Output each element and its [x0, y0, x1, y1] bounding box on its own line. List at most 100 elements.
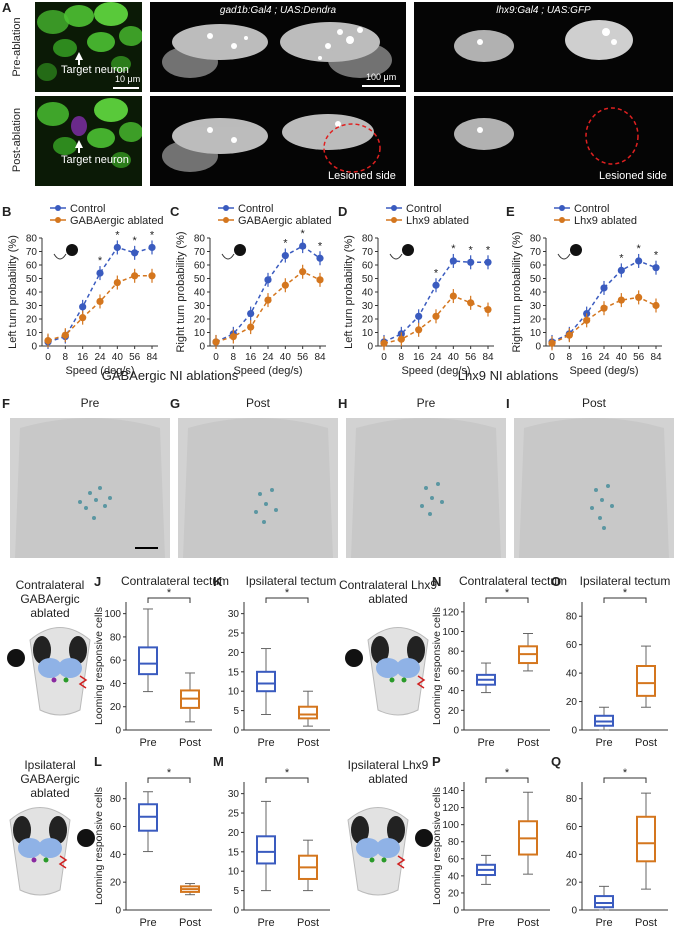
y-tick-label: 30 [228, 789, 240, 800]
y-axis-label: Left turn probability (%) [7, 235, 19, 349]
data-point [652, 264, 660, 272]
significance-star: * [451, 243, 456, 255]
x-tick-label: 8 [231, 352, 237, 363]
significance-star: * [654, 250, 659, 262]
condition-p: Ipsilateral Lhx9 ablated [347, 758, 429, 786]
significance-star: * [301, 228, 306, 240]
data-point [565, 331, 573, 339]
data-point [449, 257, 457, 265]
anatomy-h-image [346, 418, 506, 558]
box-title-n: Contralateral tectum [458, 574, 568, 588]
anatomy-i-title: Post [581, 396, 606, 410]
chart-q: 0 20 40 60 80 Pre Post * [566, 767, 668, 929]
looming-stimulus-icon [570, 244, 582, 256]
fish-icon [389, 253, 403, 260]
significance-bracket [485, 597, 529, 603]
y-tick-label: 30 [362, 301, 374, 312]
x-tick-label: 56 [633, 352, 645, 363]
lesioned-side-label-gad1b: Lesioned side [328, 170, 396, 182]
panel-label-i: I [506, 396, 510, 411]
y-axis-label: Looming responsive cells [431, 787, 443, 905]
y-tick-label: 20 [362, 315, 374, 326]
legend-marker [391, 205, 397, 211]
y-tick-label: 30 [530, 301, 542, 312]
x-tick-label: Pre [595, 917, 612, 929]
x-axis-label: Speed (deg/s) [233, 365, 302, 377]
section-title-lhx9: Lhx9 NI ablations [457, 368, 559, 383]
x-tick-label: Post [179, 917, 201, 929]
legend-label: Control [238, 203, 273, 215]
lesioned-side-label-lhx9: Lesioned side [599, 170, 667, 182]
anatomy-i-image [514, 418, 674, 558]
chart-b: 0 10 20 30 40 50 60 70 80 0 8 16 24 40 56 84 Speed (deg/… [7, 203, 164, 377]
panel-label-m: M [213, 754, 224, 769]
x-tick-label: 40 [280, 352, 292, 363]
y-tick-label: 40 [566, 669, 578, 680]
y-tick-label: 40 [194, 288, 206, 299]
box [636, 815, 656, 863]
x-tick-label: 84 [146, 352, 158, 363]
y-tick-label: 0 [233, 726, 239, 737]
x-axis-label: Speed (deg/s) [401, 365, 470, 377]
y-tick-label: 80 [110, 632, 122, 643]
y-tick-label: 100 [104, 609, 121, 620]
x-tick-label: Pre [139, 917, 156, 929]
y-tick-label: 0 [453, 726, 459, 737]
y-tick-label: 60 [110, 656, 122, 667]
x-tick-label: 0 [213, 352, 219, 363]
y-tick-label: 80 [566, 612, 578, 623]
y-tick-label: 5 [233, 706, 239, 717]
legend-marker [391, 217, 397, 223]
y-tick-label: 80 [362, 234, 374, 245]
data-point [131, 272, 139, 280]
x-tick-label: 84 [314, 352, 326, 363]
significance-star: * [285, 587, 290, 599]
box [256, 835, 276, 865]
legend-label: GABAergic ablated [70, 215, 164, 227]
y-tick-label: 50 [530, 274, 542, 285]
micrograph-zoom-post: Target neuron [35, 96, 142, 186]
y-tick-label: 120 [442, 803, 459, 814]
x-tick-label: Pre [477, 737, 494, 749]
y-tick-label: 30 [228, 609, 240, 620]
y-tick-label: 60 [566, 640, 578, 651]
x-tick-label: 16 [581, 352, 593, 363]
y-tick-label: 50 [194, 274, 206, 285]
x-tick-label: Pre [257, 917, 274, 929]
y-tick-label: 30 [26, 301, 38, 312]
data-point [432, 281, 440, 289]
data-point [247, 310, 255, 318]
y-tick-label: 10 [194, 328, 206, 339]
title-gad1b: gad1b:Gal4 ; UAS:Dendra [219, 5, 337, 16]
x-tick-label: Post [179, 737, 201, 749]
y-tick-label: 100 [442, 820, 459, 831]
box-title-j: Contralateral tectum [120, 574, 230, 588]
y-tick-label: 80 [194, 234, 206, 245]
zoom-pre-image [35, 2, 142, 92]
y-tick-label: 20 [566, 697, 578, 708]
data-point [148, 243, 156, 252]
data-point [484, 258, 492, 266]
y-tick-label: 20 [448, 706, 460, 717]
chart-c: 0 10 20 30 40 50 60 70 80 0 8 16 24 40 56 84 Speed (deg/… [175, 203, 332, 377]
significance-star: * [637, 243, 642, 255]
data-point [79, 314, 87, 322]
data-point [229, 332, 237, 341]
data-point [131, 249, 139, 257]
y-tick-label: 80 [26, 234, 38, 245]
fish-icon [221, 253, 235, 260]
box-title-k: Ipsilateral tectum [245, 574, 337, 588]
lhx9-post-image [414, 96, 673, 186]
x-tick-label: 84 [650, 352, 662, 363]
x-tick-label: 0 [549, 352, 555, 363]
chart-o: 0 20 40 60 80 Pre Post * [566, 587, 668, 749]
y-tick-label: 0 [115, 726, 121, 737]
y-tick-label: 0 [571, 906, 577, 917]
scale-bar-100um: 100 μm [366, 72, 397, 82]
y-tick-label: 70 [26, 247, 38, 258]
data-point [113, 243, 121, 252]
y-tick-label: 60 [194, 261, 206, 272]
panel-label-n: N [432, 574, 442, 589]
